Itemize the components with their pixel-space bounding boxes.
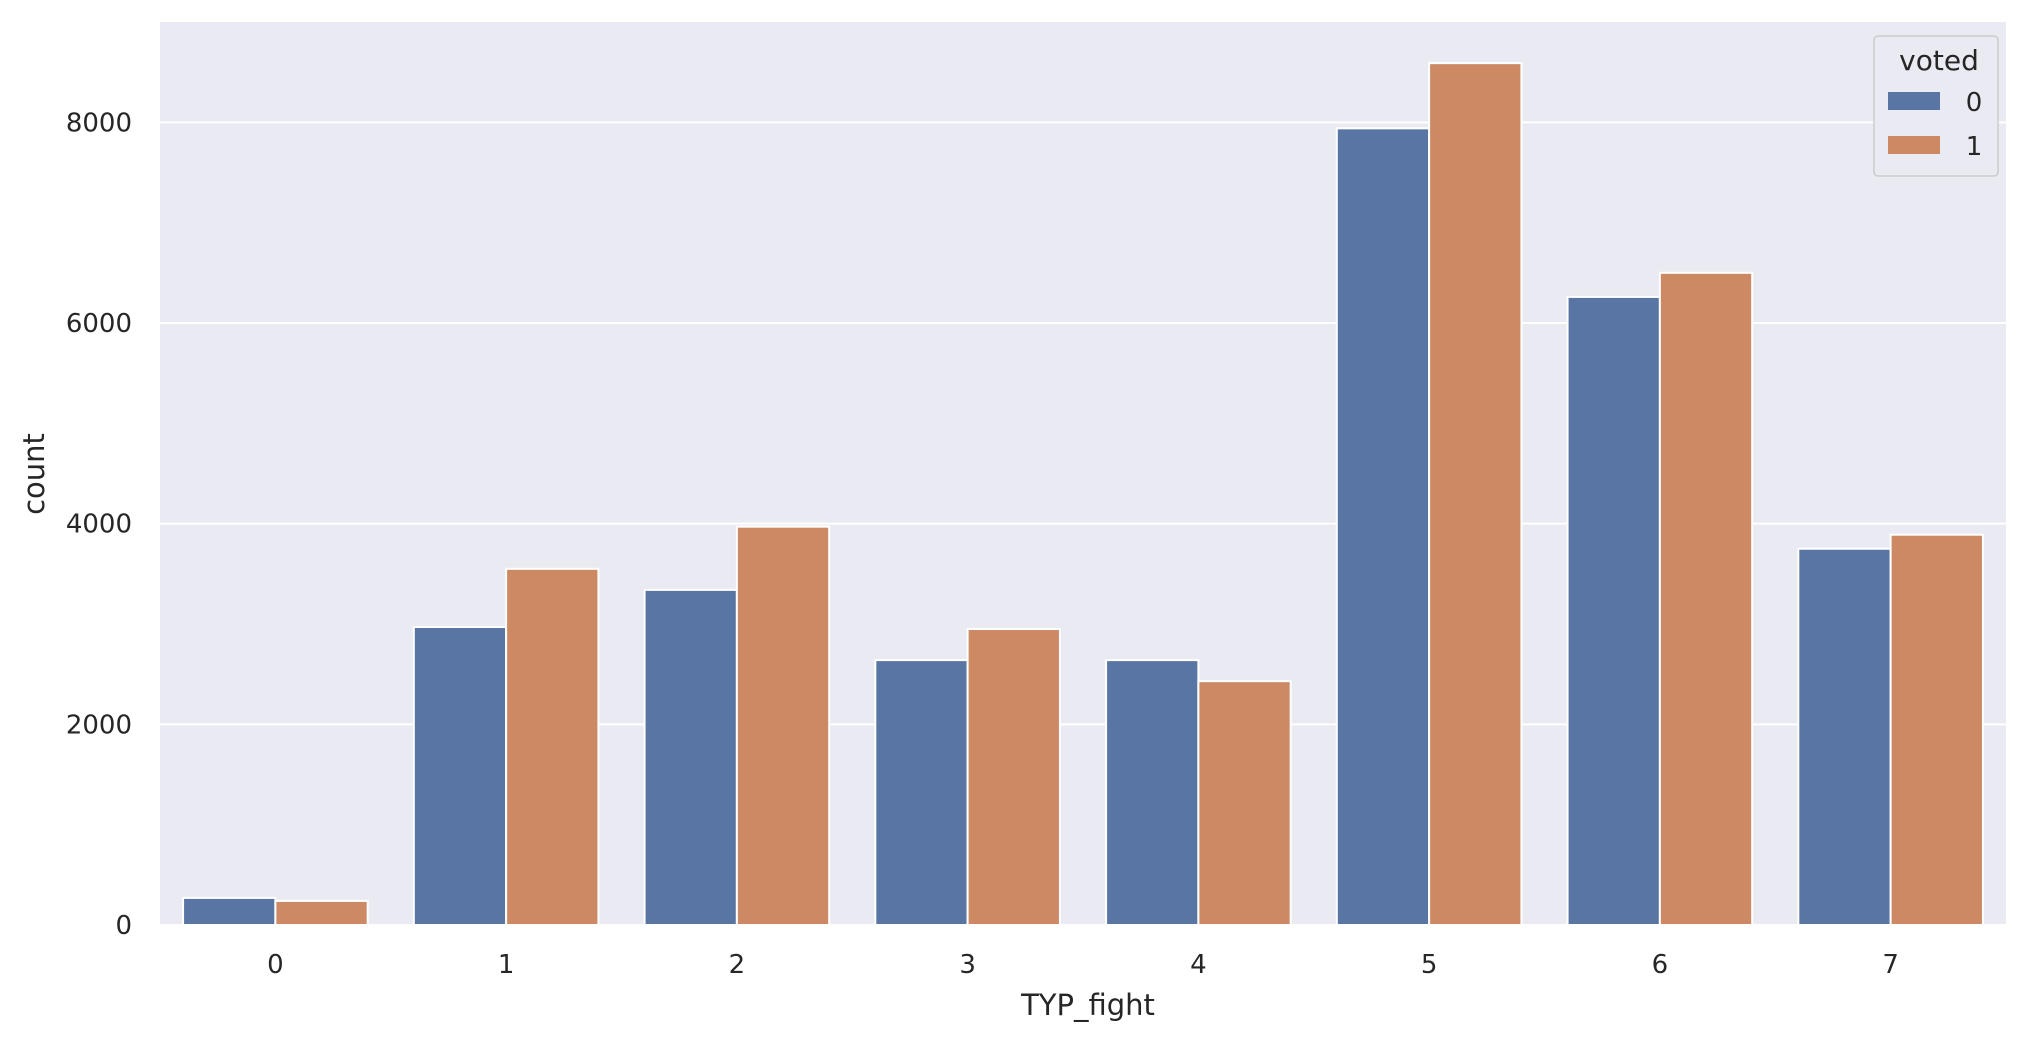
y-tick-label-2: 4000 (66, 510, 132, 540)
bar-cat-2-series-0 (643, 588, 738, 926)
x-tick-labels: 0 1 2 3 4 5 6 7 (267, 950, 1899, 980)
x-tick-label-0: 0 (267, 950, 284, 980)
legend: voted 0 1 (1873, 35, 1999, 177)
legend-title: voted (1899, 44, 1979, 77)
y-tick-label-0: 0 (115, 911, 132, 941)
legend-swatch-1 (1888, 136, 1940, 154)
bar-cat-2-series-1 (735, 525, 831, 927)
bar-cat-6-series-0 (1566, 295, 1661, 926)
bar-cat-7-series-0 (1797, 547, 1892, 926)
bar-cat-0-series-1 (274, 899, 369, 926)
legend-swatch-0 (1888, 92, 1940, 110)
x-tick-label-4: 4 (1190, 950, 1207, 980)
legend-label-0: 0 (1966, 88, 1983, 118)
y-tick-label-4: 8000 (66, 108, 132, 138)
x-tick-label-1: 1 (498, 950, 515, 980)
legend-label-1: 1 (1966, 132, 1983, 162)
y-tick-label-1: 2000 (66, 710, 132, 740)
x-tick-label-7: 7 (1882, 950, 1899, 980)
x-axis-label: TYP_fight (1020, 988, 1155, 1022)
bar-cat-3-series-0 (874, 659, 969, 926)
y-tick-labels: 0 2000 4000 6000 8000 (66, 108, 132, 941)
bar-cat-4-series-1 (1197, 680, 1292, 926)
bar-cat-6-series-1 (1658, 271, 1754, 927)
x-tick-label-5: 5 (1421, 950, 1438, 980)
bar-cat-1-series-0 (412, 626, 508, 926)
bar-cat-1-series-1 (505, 567, 600, 926)
bar-cat-0-series-0 (182, 896, 277, 926)
bars (182, 62, 1984, 927)
bar-cat-4-series-0 (1105, 659, 1200, 926)
x-tick-label-2: 2 (729, 950, 746, 980)
y-tick-label-3: 6000 (66, 309, 132, 339)
bar-cat-5-series-0 (1335, 127, 1431, 926)
y-axis-label: count (17, 433, 51, 515)
bar-cat-3-series-1 (966, 628, 1061, 926)
x-tick-label-6: 6 (1652, 950, 1669, 980)
bar-cat-5-series-1 (1428, 62, 1523, 927)
x-tick-label-3: 3 (959, 950, 976, 980)
bar-cat-7-series-1 (1889, 533, 1984, 926)
